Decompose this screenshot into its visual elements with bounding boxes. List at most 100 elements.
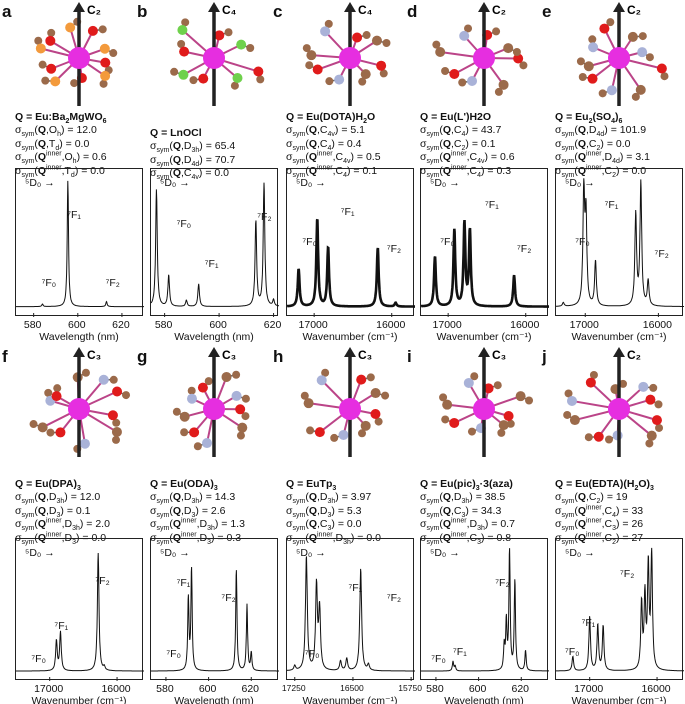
- title-part: O): [638, 478, 651, 490]
- atom: [256, 75, 265, 84]
- panel-letter: i: [407, 347, 412, 366]
- sym-sub: sym: [21, 131, 35, 139]
- sym-sub: sym: [426, 538, 440, 546]
- measure-value: ) = 12.0: [61, 124, 97, 137]
- sigma: σ: [150, 491, 157, 504]
- point-group-sub: 4: [327, 144, 332, 152]
- transition-label-7F0: ⁷F₀: [575, 236, 590, 248]
- structure-symbol: Q: [37, 504, 46, 517]
- structure-symbol: Q: [37, 491, 46, 504]
- atom: [38, 60, 47, 69]
- structure-symbol: Q: [577, 491, 586, 504]
- atom: [463, 377, 474, 388]
- point-group: ,D: [451, 491, 462, 504]
- paren: (: [34, 137, 38, 150]
- symmetry-info: Q = Eu(L')H2O σsym(Q,C4) = 43.7 σsym(Q,C2)…: [420, 111, 515, 179]
- atom: [112, 435, 121, 444]
- paren: (: [169, 140, 173, 153]
- atom: [321, 368, 330, 377]
- atom: [109, 375, 118, 384]
- atom: [588, 35, 597, 44]
- measure-value: ) = 0.0: [331, 518, 362, 531]
- paren: (: [574, 137, 578, 150]
- sigma: σ: [420, 531, 427, 544]
- point-group: ,T: [61, 164, 71, 177]
- atom: [483, 383, 494, 394]
- sigma: σ: [286, 504, 293, 517]
- point-group-sub: h: [57, 131, 61, 139]
- spectrum-line: [16, 552, 144, 672]
- atom: [656, 63, 667, 74]
- point-group: ,T: [46, 137, 56, 150]
- x-axis-label: Wavenumber (cm⁻¹): [571, 331, 667, 343]
- point-group: ,D: [196, 518, 208, 531]
- atom: [458, 78, 467, 87]
- point-group-sub: 3: [327, 525, 332, 533]
- structure-symbol: Q: [308, 137, 317, 150]
- sigma: σ: [15, 518, 22, 531]
- paren: (: [439, 531, 443, 544]
- spectrum-line: [421, 219, 549, 308]
- sym-sub: sym: [426, 158, 440, 166]
- transition-label-7F1: ⁷F₁: [204, 258, 219, 271]
- point-group: ,C: [586, 491, 597, 504]
- arrow-head-icon: [613, 2, 625, 12]
- point-group-sub: 3: [477, 538, 481, 546]
- paren: (: [439, 518, 443, 531]
- measure-value: ) = 5.3: [331, 504, 362, 517]
- point-group: ,D: [601, 151, 613, 164]
- atom: [598, 89, 607, 98]
- transition-label-7F0: ⁷F₀: [176, 218, 192, 231]
- x-tick-label: 600: [468, 683, 487, 695]
- transition-label-5D0: ⁵D₀ →: [296, 177, 326, 189]
- point-group: ,C: [601, 518, 613, 531]
- symmetry-measure: σsym(Q,D3h) = 12.0: [15, 491, 110, 505]
- molecule-structure: C₃: [29, 347, 131, 457]
- atom: [214, 30, 225, 41]
- atom: [649, 383, 658, 392]
- molecule-structure: C₄: [170, 2, 265, 106]
- symmetry-measure: σsym(Q,D3h) = 14.3: [150, 491, 245, 505]
- atom: [513, 53, 524, 64]
- structure-symbol: Q: [442, 491, 451, 504]
- transition-label-7F0: ⁷F₀: [166, 648, 181, 661]
- atom: [645, 439, 654, 448]
- sym-sub: sym: [426, 511, 440, 519]
- measure-value: ) = 0.4: [331, 137, 362, 150]
- title-part: 6: [102, 118, 107, 126]
- compound-title: Q = LnOCl: [150, 127, 235, 140]
- paren: (: [34, 531, 38, 544]
- symmetry-info: Q = Eu:Ba2MgWO6 σsym(Q,Oh) = 12.0 σsym(Q,T…: [15, 111, 107, 179]
- spectrum-plot: ⁵D₀ → ⁷F₀ ⁷F₁ ⁷F₂: [420, 168, 549, 317]
- measure-value: ) = 33: [615, 504, 644, 517]
- measure-value: ) = 0.0: [198, 167, 229, 180]
- paren: (: [439, 504, 443, 517]
- symmetry-info: Q = Eu(ODA)3 σsym(Q,D3h) = 14.3 σsym(Q,D3)…: [150, 478, 245, 546]
- point-group: ,C: [586, 137, 597, 150]
- measure-value: ) = 0.6: [76, 151, 107, 164]
- atom: [112, 418, 121, 427]
- atom: [366, 373, 375, 382]
- atom: [320, 26, 331, 37]
- point-group: ,D: [61, 531, 73, 544]
- point-group-sub: 4v: [191, 174, 199, 182]
- point-group: ,D: [181, 140, 192, 153]
- paren: (: [574, 151, 578, 164]
- transition-label-7F0: ⁷F₀: [440, 236, 455, 248]
- symmetry-measure: σsym(Q,D3h) = 38.5: [420, 491, 515, 505]
- atom: [172, 407, 181, 416]
- atom: [371, 35, 382, 46]
- x-tick-label: 580: [426, 683, 444, 695]
- molecule-structure: C₂: [563, 347, 664, 457]
- measure-value: ) = 14.3: [199, 491, 236, 504]
- sigma: σ: [286, 124, 293, 137]
- europium-atom: [203, 398, 225, 420]
- compound-title: Q = Eu(ODA)3: [150, 478, 245, 492]
- atom: [606, 18, 615, 27]
- sym-sub: sym: [426, 525, 440, 533]
- atom: [302, 44, 311, 53]
- atom: [186, 393, 197, 404]
- inner-sup: inner: [46, 150, 62, 158]
- compound-title: Q = Eu(L')H2O: [420, 111, 515, 124]
- measure-value: ) = 5.1: [334, 124, 365, 137]
